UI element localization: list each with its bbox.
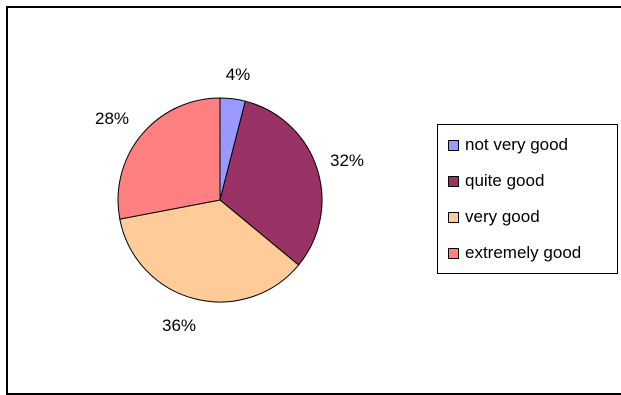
legend-swatch — [448, 247, 459, 259]
legend-label: quite good — [465, 171, 545, 190]
legend-item-very-good: very good — [448, 207, 540, 227]
data-label-quite-good: 32% — [330, 151, 364, 170]
legend-item-quite-good: quite good — [448, 171, 544, 191]
pie-slice-very-good — [119, 199, 300, 303]
pie-slice-extremely-good — [117, 97, 221, 220]
legend-label: extremely good — [465, 243, 582, 262]
legend-item-not-very-good: not very good — [448, 135, 568, 155]
data-label-extremely-good: 28% — [95, 109, 129, 128]
legend-swatch — [448, 139, 459, 151]
legend-item-extremely-good: extremely good — [448, 243, 581, 263]
data-label-very-good: 36% — [162, 316, 196, 335]
legend-label: very good — [465, 207, 540, 226]
legend-label: not very good — [465, 135, 569, 154]
legend: not very good quite good very good extremel… — [437, 124, 618, 274]
data-label-not-very-good: 4% — [226, 65, 251, 84]
pie-slice-quite-good — [219, 100, 323, 266]
legend-swatch — [448, 211, 459, 223]
legend-swatch — [448, 175, 459, 187]
